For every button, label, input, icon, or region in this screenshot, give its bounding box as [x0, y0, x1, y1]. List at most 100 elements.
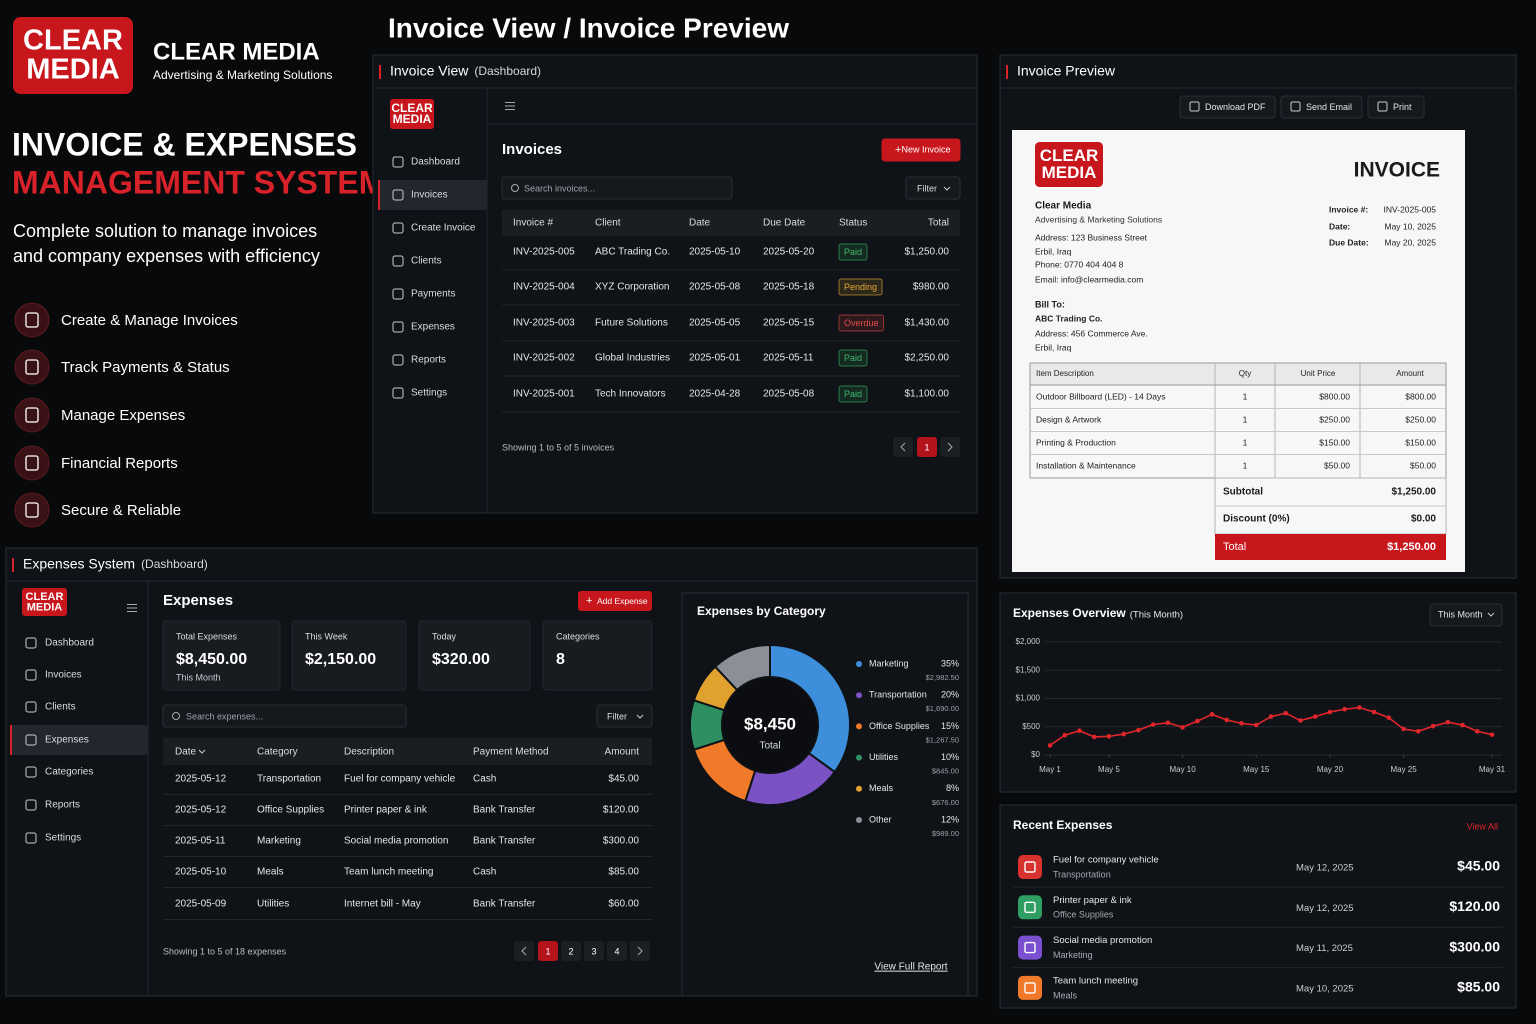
status-badge	[838, 385, 868, 403]
nav-icon	[25, 669, 37, 681]
button-label[interactable]: Add Expense	[597, 596, 648, 606]
expense-icon	[1018, 895, 1042, 920]
feature-label: Secure & Reliable	[61, 502, 181, 519]
nav-item[interactable]: Create Invoice	[411, 223, 476, 234]
expense-icon	[1018, 975, 1042, 1000]
logo-text: CLEAR	[1040, 146, 1099, 165]
table-cell: 1	[1243, 437, 1248, 447]
period-select[interactable]	[1429, 603, 1503, 627]
page-prev[interactable]	[514, 941, 534, 961]
filter-button[interactable]	[596, 704, 653, 728]
meta-label: Date:	[1329, 221, 1350, 231]
y-tick-label: $1,000	[1016, 694, 1041, 703]
add-button[interactable]	[578, 591, 652, 611]
feature-icon	[14, 349, 50, 385]
panel-title: Recent Expenses	[1013, 818, 1113, 832]
page-button[interactable]	[561, 941, 581, 961]
feature-icon	[14, 445, 50, 481]
nav-item[interactable]: Dashboard	[411, 157, 460, 168]
nav-icon	[392, 288, 404, 300]
column-header: Unit Price	[1301, 369, 1336, 378]
nav-item[interactable]: Expenses	[411, 322, 455, 333]
nav-item[interactable]: Dashboard	[45, 638, 94, 649]
nav-icon	[392, 354, 404, 366]
table-cell: Bank Transfer	[473, 899, 536, 910]
button-label[interactable]: New Invoice	[901, 144, 950, 154]
table-cell: Fuel for company vehicle	[344, 774, 456, 785]
nav-item[interactable]: Settings	[45, 833, 81, 844]
panel-note: (Dashboard)	[474, 64, 541, 78]
line-point	[1371, 709, 1377, 715]
nav-item[interactable]: Invoices	[411, 190, 448, 201]
line-point	[1386, 715, 1392, 721]
search-icon	[172, 712, 180, 720]
x-tick-label: May 10	[1169, 765, 1196, 774]
x-tick-label: May 15	[1243, 765, 1270, 774]
legend-label: Meals	[869, 783, 894, 793]
meta-value: May 20, 2025	[1384, 237, 1436, 247]
nav-item[interactable]: Reports	[411, 355, 446, 366]
expense-name: Social media promotion	[1053, 935, 1152, 946]
nav-icon	[25, 734, 37, 746]
page-number[interactable]: 1	[545, 946, 550, 956]
prev-icon	[521, 946, 527, 956]
expense-category: Office Supplies	[1053, 910, 1114, 920]
action-button[interactable]	[1179, 95, 1276, 119]
line-point	[1091, 734, 1097, 740]
page-number[interactable]: 2	[568, 946, 573, 956]
nav-item[interactable]: Reports	[45, 800, 80, 811]
page-number[interactable]: 3	[591, 946, 596, 956]
filter-label[interactable]: Filter	[607, 711, 627, 721]
search-box[interactable]	[501, 176, 733, 200]
page-number[interactable]: 4	[614, 946, 619, 956]
nav-item[interactable]: Invoices	[45, 670, 82, 681]
expense-date: May 10, 2025	[1296, 983, 1354, 994]
column-header: Amount	[1396, 369, 1424, 378]
expense-category: Transportation	[1053, 869, 1111, 879]
page-button[interactable]	[917, 437, 937, 457]
nav-item[interactable]: Categories	[45, 767, 93, 778]
period-label[interactable]: This Month	[1438, 609, 1483, 619]
page-next[interactable]	[940, 437, 960, 457]
nav-item[interactable]: Clients	[411, 256, 442, 267]
logo-text: MEDIA	[26, 54, 120, 86]
page-button[interactable]	[584, 941, 604, 961]
line-point	[1474, 728, 1480, 734]
expense-date: May 12, 2025	[1296, 903, 1354, 914]
filter-label[interactable]: Filter	[917, 183, 937, 193]
column-header: Payment Method	[473, 747, 549, 758]
page-prev[interactable]	[893, 437, 913, 457]
summary-label: Discount (0%)	[1223, 514, 1290, 525]
page-button[interactable]	[538, 941, 558, 961]
page-next[interactable]	[630, 941, 650, 961]
table-header	[163, 738, 652, 765]
line-point	[1342, 706, 1347, 712]
report-link[interactable]: View Full Report	[874, 962, 947, 973]
stat-value: $320.00	[432, 651, 490, 668]
line-point	[1121, 731, 1126, 737]
action-label[interactable]: Download PDF	[1205, 102, 1266, 112]
view-all-link[interactable]: View All	[1467, 821, 1498, 831]
action-label[interactable]: Print	[1393, 102, 1412, 112]
column-header: Date	[689, 218, 711, 229]
table-cell: Future Solutions	[595, 318, 668, 329]
nav-item[interactable]: Payments	[411, 289, 455, 300]
nav-item[interactable]: Expenses	[45, 735, 89, 746]
table-cell: INV-2025-003	[513, 318, 575, 329]
button[interactable]	[881, 138, 961, 162]
action-button[interactable]	[1280, 95, 1363, 119]
page-button[interactable]	[607, 941, 627, 961]
search-box[interactable]	[162, 704, 407, 728]
feature-glyph	[25, 407, 39, 423]
filter-button[interactable]	[905, 176, 961, 200]
page-number[interactable]: 1	[924, 442, 929, 452]
summary-value: $1,250.00	[1387, 541, 1436, 553]
nav-item[interactable]: Settings	[411, 388, 447, 399]
panel	[999, 592, 1517, 793]
table-cell: ABC Trading Co.	[595, 247, 670, 258]
nav-item[interactable]: Clients	[45, 702, 76, 713]
chevron	[1487, 612, 1495, 617]
bill-to-line: ABC Trading Co.	[1035, 313, 1103, 323]
action-label[interactable]: Send Email	[1306, 102, 1352, 112]
